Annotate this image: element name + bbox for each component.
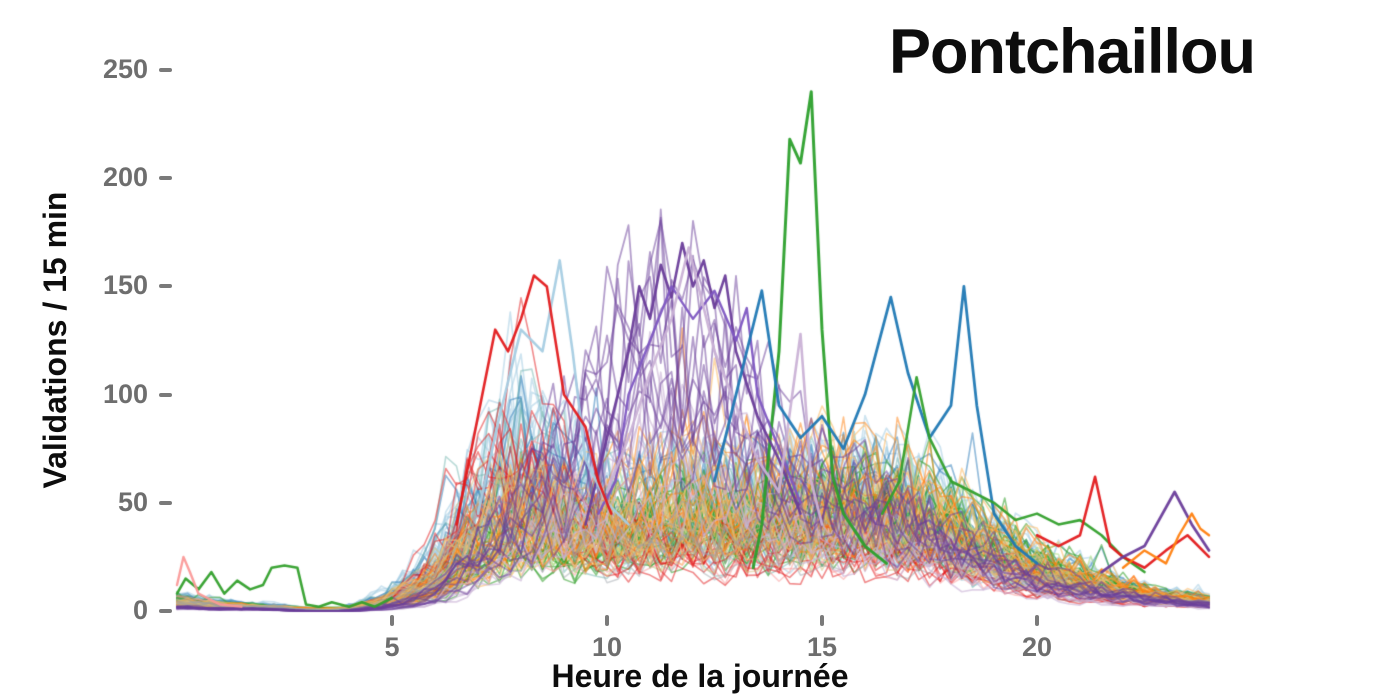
x-axis-title: Heure de la journée — [551, 658, 849, 694]
chart-title: Pontchaillou — [889, 17, 1256, 87]
y-axis-title: Validations / 15 min — [37, 191, 73, 489]
